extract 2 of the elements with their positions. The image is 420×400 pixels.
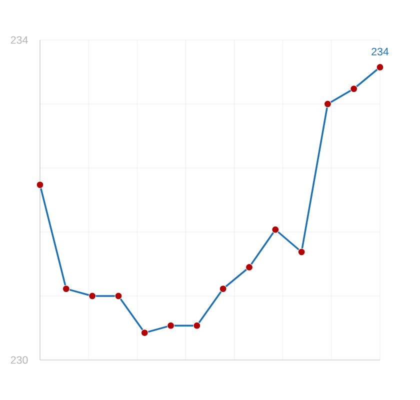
y-tick-label: 230 xyxy=(10,356,28,364)
annotation: 234 xyxy=(372,48,389,56)
